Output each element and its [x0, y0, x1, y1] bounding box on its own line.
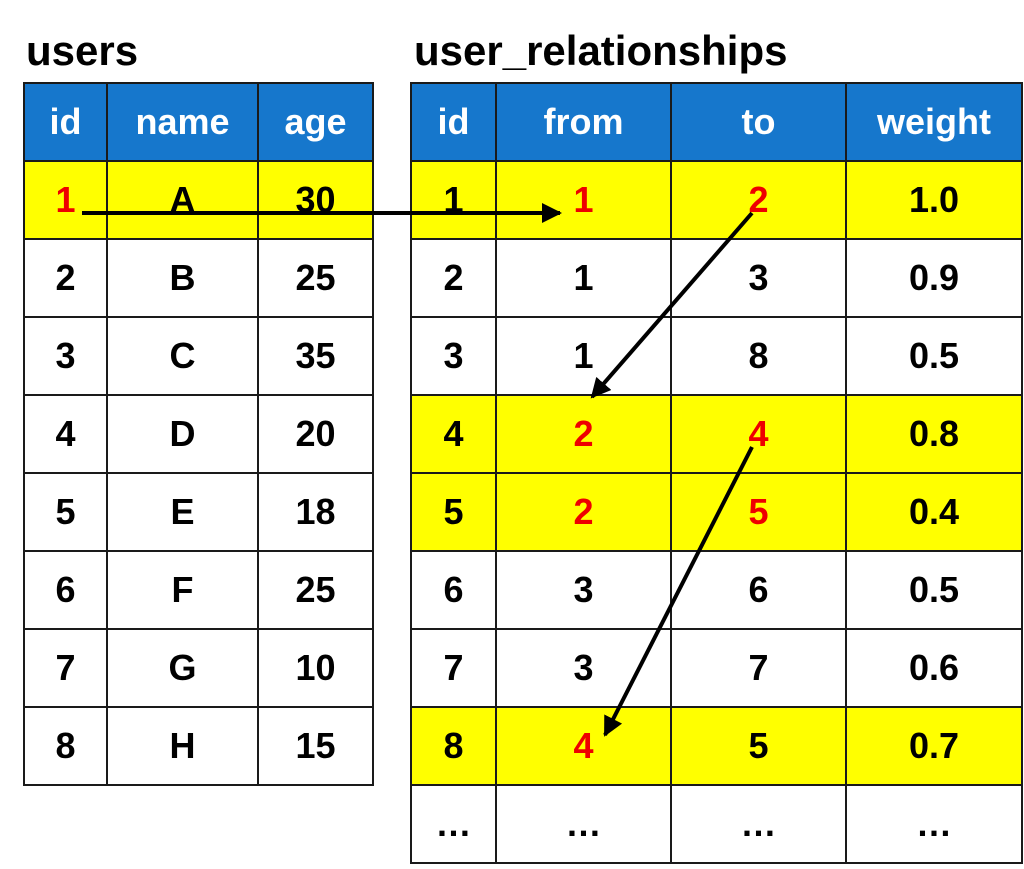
rel-cell-weight: 0.5: [845, 316, 1023, 396]
rel-row: 3 1 8 0.5: [410, 316, 1023, 396]
users-cell-age: 25: [257, 238, 374, 318]
rel-cell-to: …: [670, 784, 847, 864]
users-row: 8 H 15: [23, 706, 374, 786]
rel-cell-to: 8: [670, 316, 847, 396]
rel-row: …………: [410, 784, 1023, 864]
users-table: id name age 1 A 30 2 B 25 3 C 35 4 D 20 5 E 18 6 F 25 7 G 10 8 H…: [23, 82, 374, 786]
users-cell-id: 4: [23, 394, 108, 474]
users-cell-id: 7: [23, 628, 108, 708]
users-cell-name: E: [106, 472, 259, 552]
rel-row: 1 1 2 1.0: [410, 160, 1023, 240]
rel-cell-to: 5: [670, 472, 847, 552]
rel-header-to: to: [670, 82, 847, 162]
rel-cell-id: 7: [410, 628, 497, 708]
rel-cell-from: 2: [495, 394, 672, 474]
users-row: 6 F 25: [23, 550, 374, 630]
relationships-header-row: id from to weight: [410, 82, 1023, 162]
users-cell-age: 35: [257, 316, 374, 396]
users-cell-name: F: [106, 550, 259, 630]
users-row: 1 A 30: [23, 160, 374, 240]
rel-cell-weight: 0.5: [845, 550, 1023, 630]
rel-cell-id: 5: [410, 472, 497, 552]
rel-cell-from: 4: [495, 706, 672, 786]
rel-cell-id: 6: [410, 550, 497, 630]
users-cell-id: 2: [23, 238, 108, 318]
rel-cell-from: 1: [495, 238, 672, 318]
rel-cell-weight: 0.4: [845, 472, 1023, 552]
rel-cell-id: 8: [410, 706, 497, 786]
users-cell-id: 8: [23, 706, 108, 786]
users-cell-age: 25: [257, 550, 374, 630]
users-cell-age: 15: [257, 706, 374, 786]
rel-header-id: id: [410, 82, 497, 162]
rel-row: 5 2 5 0.4: [410, 472, 1023, 552]
rel-cell-to: 3: [670, 238, 847, 318]
users-cell-name: B: [106, 238, 259, 318]
rel-cell-to: 6: [670, 550, 847, 630]
rel-cell-id: 2: [410, 238, 497, 318]
rel-cell-weight: 0.6: [845, 628, 1023, 708]
users-cell-id: 1: [23, 160, 108, 240]
users-cell-name: A: [106, 160, 259, 240]
rel-header-weight: weight: [845, 82, 1023, 162]
users-cell-name: C: [106, 316, 259, 396]
rel-cell-weight: 0.7: [845, 706, 1023, 786]
rel-row: 7 3 7 0.6: [410, 628, 1023, 708]
users-header-name: name: [106, 82, 259, 162]
rel-row: 6 3 6 0.5: [410, 550, 1023, 630]
users-cell-age: 30: [257, 160, 374, 240]
users-cell-id: 3: [23, 316, 108, 396]
users-cell-name: H: [106, 706, 259, 786]
users-row: 5 E 18: [23, 472, 374, 552]
rel-cell-from: 2: [495, 472, 672, 552]
rel-cell-from: 3: [495, 550, 672, 630]
users-cell-id: 5: [23, 472, 108, 552]
rel-cell-id: 3: [410, 316, 497, 396]
rel-cell-id: …: [410, 784, 497, 864]
users-row: 7 G 10: [23, 628, 374, 708]
users-header-age: age: [257, 82, 374, 162]
users-cell-age: 20: [257, 394, 374, 474]
relationships-table: id from to weight 1 1 2 1.0 2 1 3 0.9 3 1 8 0.5 4 2 4 0.8 5…: [410, 82, 1023, 864]
rel-cell-from: 1: [495, 316, 672, 396]
users-row: 4 D 20: [23, 394, 374, 474]
users-cell-name: D: [106, 394, 259, 474]
rel-cell-from: 1: [495, 160, 672, 240]
rel-cell-weight: …: [845, 784, 1023, 864]
users-cell-name: G: [106, 628, 259, 708]
rel-header-from: from: [495, 82, 672, 162]
rel-cell-to: 7: [670, 628, 847, 708]
users-row: 2 B 25: [23, 238, 374, 318]
users-row: 3 C 35: [23, 316, 374, 396]
rel-cell-from: …: [495, 784, 672, 864]
rel-cell-to: 2: [670, 160, 847, 240]
users-header-row: id name age: [23, 82, 374, 162]
users-cell-age: 18: [257, 472, 374, 552]
rel-cell-to: 4: [670, 394, 847, 474]
rel-row: 2 1 3 0.9: [410, 238, 1023, 318]
rel-cell-id: 4: [410, 394, 497, 474]
users-cell-id: 6: [23, 550, 108, 630]
rel-row: 8 4 5 0.7: [410, 706, 1023, 786]
rel-cell-weight: 0.8: [845, 394, 1023, 474]
rel-cell-weight: 1.0: [845, 160, 1023, 240]
relationships-table-title: user_relationships: [414, 27, 788, 74]
users-cell-age: 10: [257, 628, 374, 708]
users-header-id: id: [23, 82, 108, 162]
rel-cell-id: 1: [410, 160, 497, 240]
rel-cell-weight: 0.9: [845, 238, 1023, 318]
users-table-title: users: [26, 27, 139, 74]
rel-cell-to: 5: [670, 706, 847, 786]
rel-row: 4 2 4 0.8: [410, 394, 1023, 474]
rel-cell-from: 3: [495, 628, 672, 708]
